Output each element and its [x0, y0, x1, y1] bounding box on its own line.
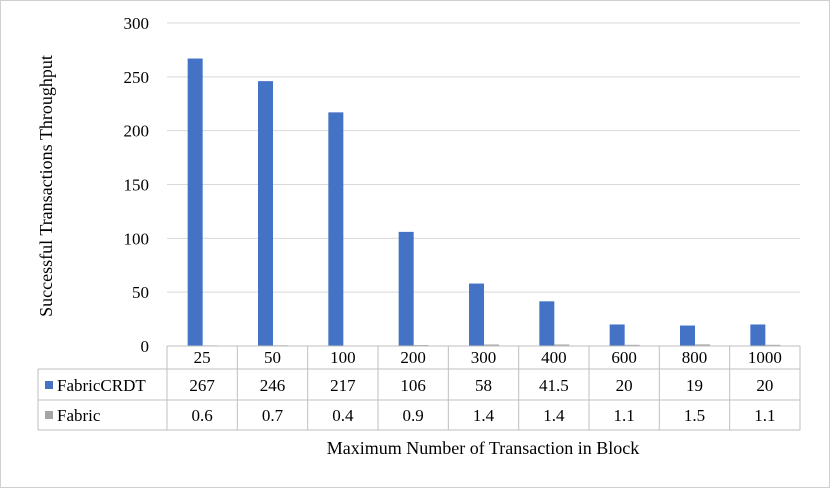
bar-fabriccrdt — [469, 283, 484, 346]
table-cell: 0.9 — [403, 406, 424, 425]
table-cell: 1.4 — [473, 406, 495, 425]
table-cell: 1.5 — [684, 406, 705, 425]
bar-fabric — [765, 344, 781, 346]
table-cell: 0.4 — [332, 406, 354, 425]
x-tick-label: 200 — [400, 348, 426, 367]
bar-fabriccrdt — [187, 58, 203, 346]
y-tick-label: 100 — [124, 229, 150, 248]
table-cell: 19 — [686, 376, 703, 395]
bars — [187, 58, 781, 346]
bar-fabriccrdt — [398, 231, 414, 346]
table-cell: 1.1 — [754, 406, 775, 425]
y-tick-label: 0 — [141, 337, 150, 356]
y-tick-label: 200 — [124, 122, 150, 141]
table-cell: 41.5 — [539, 376, 569, 395]
data-table: 25 50 100 200 300 400 600 800 1000 FabricCRDT 267 2… — [37, 345, 801, 431]
y-tick-label: 250 — [124, 68, 150, 87]
legend-label: FabricCRDT — [57, 376, 146, 395]
table-cell: 0.6 — [192, 406, 213, 425]
legend-label: Fabric — [57, 406, 101, 425]
bar-fabric — [695, 344, 710, 346]
table-cell: 267 — [189, 376, 215, 395]
bar-fabric — [624, 344, 640, 346]
y-tick-label: 300 — [124, 14, 150, 33]
bar-fabric — [554, 344, 570, 346]
bar-fabriccrdt — [258, 81, 273, 346]
bar-fabric — [484, 344, 499, 346]
table-cell: 106 — [400, 376, 426, 395]
legend-key-fabriccrdt — [45, 381, 53, 389]
x-tick-label: 800 — [682, 348, 708, 367]
x-tick-label: 400 — [541, 348, 567, 367]
legend-key-fabric — [45, 411, 53, 419]
y-axis-label: Successful Transactions Throughput — [36, 55, 56, 317]
x-tick-label: 1000 — [748, 348, 782, 367]
x-tick-label: 600 — [611, 348, 637, 367]
x-tick-label: 300 — [471, 348, 497, 367]
x-axis-label: Maximum Number of Transaction in Block — [327, 438, 639, 458]
table-cell: 1.1 — [614, 406, 635, 425]
table-cell: 20 — [616, 376, 633, 395]
bar-fabriccrdt — [750, 324, 766, 346]
table-cell: 0.7 — [262, 406, 284, 425]
x-tick-label: 25 — [194, 348, 211, 367]
y-tick-labels: 0 50 100 150 200 250 300 — [124, 14, 150, 356]
bar-fabriccrdt — [328, 112, 344, 346]
bar-fabriccrdt — [609, 324, 625, 346]
table-cell: 20 — [756, 376, 773, 395]
x-tick-label: 50 — [264, 348, 281, 367]
table-cell: 246 — [260, 376, 286, 395]
y-tick-label: 50 — [132, 283, 149, 302]
table-cell: 1.4 — [543, 406, 565, 425]
table-cell: 217 — [330, 376, 356, 395]
table-cell: 58 — [475, 376, 492, 395]
x-tick-label: 100 — [330, 348, 356, 367]
bar-fabriccrdt — [680, 325, 695, 346]
y-tick-label: 150 — [124, 176, 150, 195]
bar-fabriccrdt — [539, 301, 555, 346]
